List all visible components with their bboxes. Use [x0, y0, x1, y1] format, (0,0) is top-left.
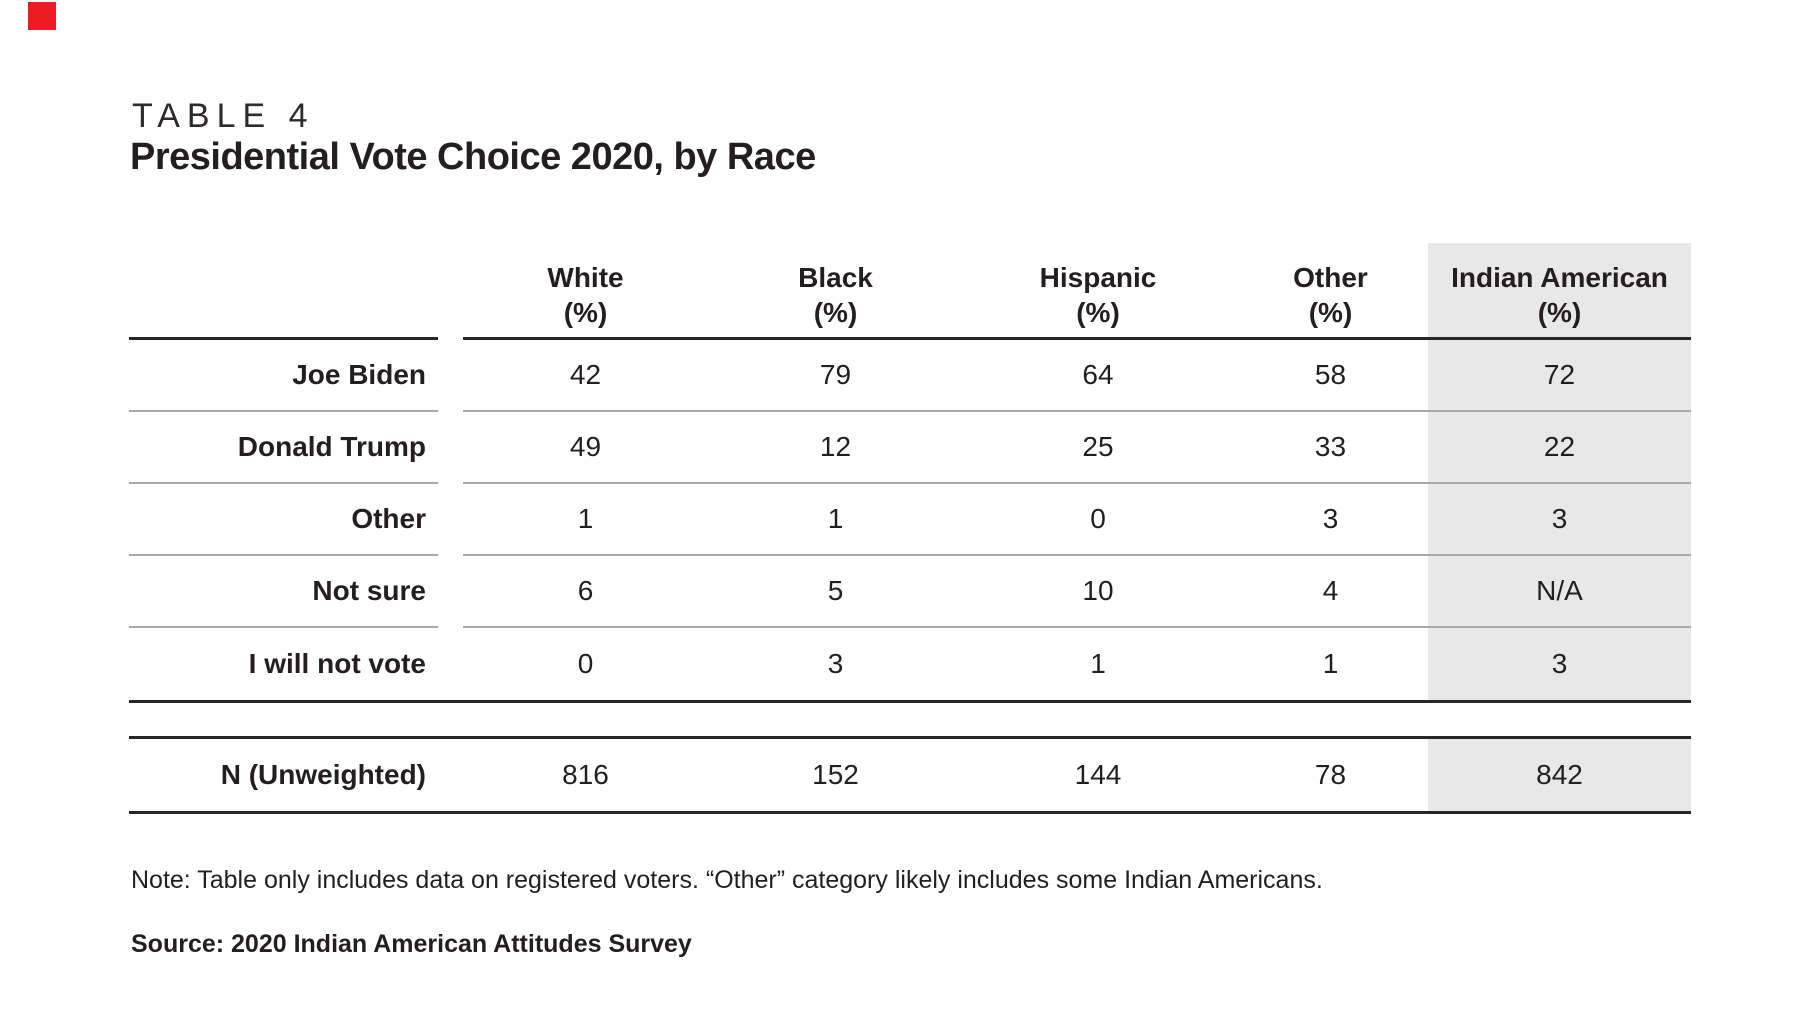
column-gap — [438, 556, 463, 628]
cell-value-highlighted: 842 — [1428, 739, 1691, 811]
column-name: Black — [798, 262, 873, 293]
row-label: Not sure — [129, 556, 438, 628]
data-table: White (%) Black (%) Hispanic (%) Other (… — [129, 243, 1691, 814]
cell-value: 0 — [963, 484, 1233, 556]
cell-value: 49 — [463, 412, 708, 484]
cell-value: 5 — [708, 556, 963, 628]
table-number-label: TABLE 4 — [132, 97, 315, 135]
table-row-n-unweighted: N (Unweighted) 816 152 144 78 842 — [129, 739, 1691, 811]
cell-value: 152 — [812, 759, 859, 790]
row-label: I will not vote — [248, 648, 426, 679]
cell-value-highlighted: 3 — [1428, 628, 1691, 700]
cell-value: 816 — [562, 759, 609, 790]
column-name: Hispanic — [1039, 262, 1157, 293]
spacer-band — [129, 703, 1691, 736]
column-unit: (%) — [1537, 297, 1582, 328]
cell-value: 3 — [1233, 484, 1428, 556]
table-title: Presidential Vote Choice 2020, by Race — [130, 136, 816, 178]
cell-value-highlighted: N/A — [1428, 556, 1691, 628]
cell-value-highlighted: 72 — [1428, 340, 1691, 412]
cell-value: 58 — [1233, 340, 1428, 412]
cell-value: 33 — [1233, 412, 1428, 484]
table-note: Note: Table only includes data on regist… — [131, 866, 1323, 894]
table-row-donald-trump: Donald Trump 49 12 25 33 22 — [129, 412, 1691, 484]
red-square-marker — [28, 2, 56, 30]
column-name: Other — [1293, 262, 1368, 293]
column-header-white: White (%) — [463, 243, 708, 340]
column-header-black: Black (%) — [708, 243, 963, 340]
cell-value: 3 — [827, 648, 844, 679]
column-header-hispanic: Hispanic (%) — [963, 243, 1233, 340]
column-unit: (%) — [1308, 297, 1353, 328]
column-header-indian-american: Indian American (%) — [1428, 243, 1691, 340]
column-gap — [438, 243, 463, 340]
cell-value: 6 — [463, 556, 708, 628]
table-row-i-will-not-vote: I will not vote 0 3 1 1 3 — [129, 628, 1691, 700]
cell-value: 12 — [708, 412, 963, 484]
cell-value: 1 — [708, 484, 963, 556]
divider-line-bottom — [129, 736, 1691, 739]
table-row-other: Other 1 1 0 3 3 — [129, 484, 1691, 556]
column-name: Indian American — [1451, 262, 1668, 293]
column-name: White — [547, 262, 624, 293]
cell-value: 1 — [1322, 648, 1339, 679]
row-label: N (Unweighted) — [220, 759, 426, 790]
table-header-row: White (%) Black (%) Hispanic (%) Other (… — [129, 243, 1691, 340]
cell-value: 144 — [1074, 759, 1122, 790]
header-stub-cell — [129, 243, 438, 340]
column-gap — [438, 628, 463, 700]
column-gap — [438, 739, 463, 811]
cell-value: 79 — [708, 340, 963, 412]
row-label: Other — [129, 484, 438, 556]
table-row-joe-biden: Joe Biden 42 79 64 58 72 — [129, 340, 1691, 412]
column-gap — [438, 412, 463, 484]
cell-value: 4 — [1233, 556, 1428, 628]
column-unit: (%) — [1076, 297, 1120, 328]
row-label: Joe Biden — [129, 340, 438, 412]
column-unit: (%) — [813, 297, 858, 328]
cell-value-highlighted: 3 — [1428, 484, 1691, 556]
cell-value: 64 — [963, 340, 1233, 412]
table-bottom-rule — [129, 811, 1691, 814]
table-row-not-sure: Not sure 6 5 10 4 N/A — [129, 556, 1691, 628]
cell-value: 25 — [963, 412, 1233, 484]
cell-value: 78 — [1314, 759, 1347, 790]
cell-value-highlighted: 22 — [1428, 412, 1691, 484]
column-header-other: Other (%) — [1233, 243, 1428, 340]
table-source: Source: 2020 Indian American Attitudes S… — [131, 930, 692, 958]
column-gap — [438, 340, 463, 412]
column-gap — [438, 484, 463, 556]
cell-value: 1 — [463, 484, 708, 556]
column-unit: (%) — [563, 297, 608, 328]
cell-value: 10 — [963, 556, 1233, 628]
cell-value: 1 — [1090, 648, 1106, 679]
cell-value: 0 — [577, 648, 594, 679]
divider-line-top — [129, 700, 1691, 703]
cell-value: 42 — [463, 340, 708, 412]
row-label: Donald Trump — [129, 412, 438, 484]
